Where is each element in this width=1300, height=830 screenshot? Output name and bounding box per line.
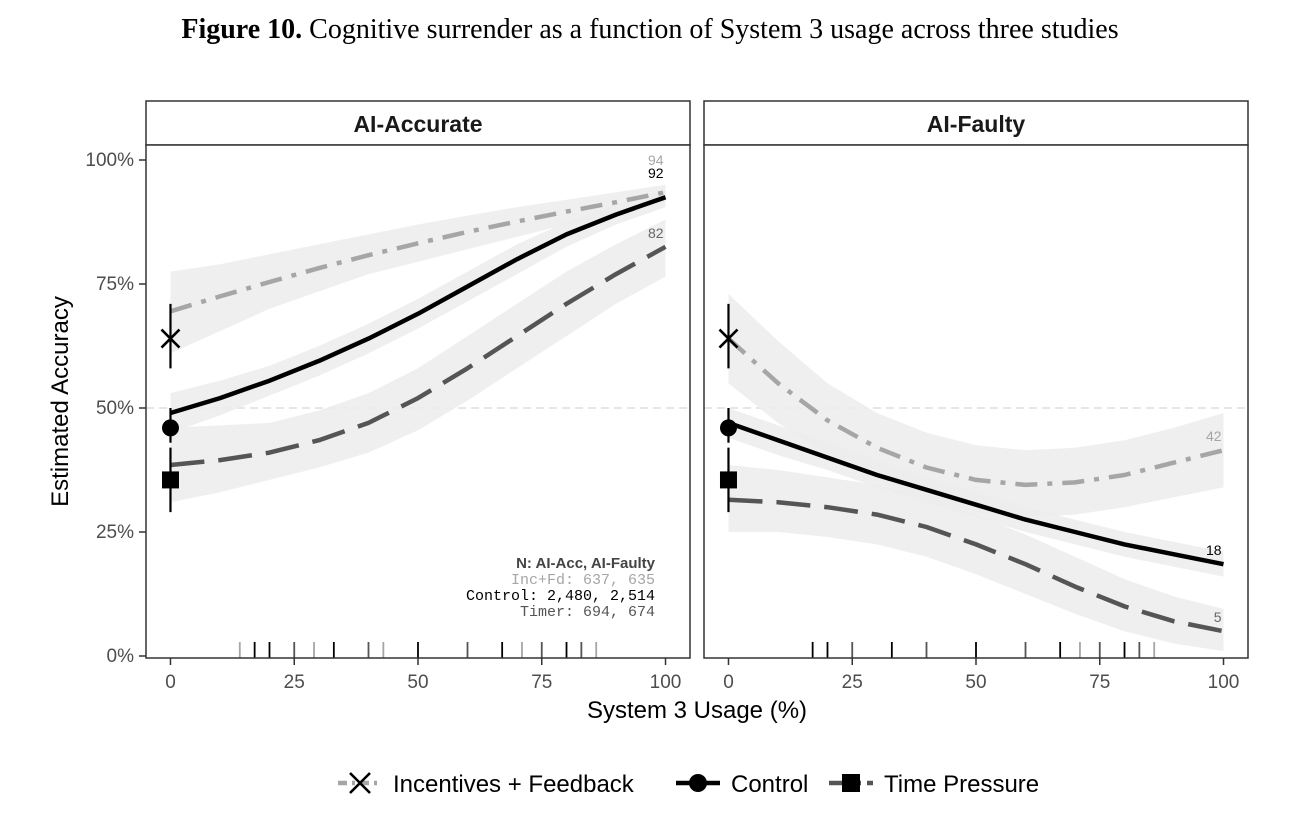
y-tick-label-0: 0%: [107, 646, 135, 667]
n-table-row-timer: Timer: 694, 674: [520, 604, 655, 621]
end-label-accurate-timer: 82: [648, 225, 664, 241]
y-tick-label-3: 75%: [96, 274, 134, 295]
end-label-faulty-timer: 5: [1214, 609, 1222, 625]
legend-marker-timer: [842, 774, 860, 792]
n-table-header: N: AI-Acc, AI-Faulty: [516, 555, 656, 572]
point-faulty-incentives: [718, 328, 739, 349]
x-tick-label-accurate-0: 0: [165, 672, 176, 693]
x-tick-label-accurate-2: 50: [407, 672, 428, 693]
strip-label-accurate: AI-Accurate: [353, 111, 482, 137]
figure-caption: Figure 10. Cognitive surrender as a func…: [0, 14, 1300, 46]
x-axis-title: System 3 Usage (%): [587, 697, 807, 724]
end-label-faulty-incentives: 42: [1206, 428, 1222, 444]
x-tick-label-faulty-1: 25: [842, 672, 863, 693]
ribbon-accurate-timer: [170, 219, 666, 503]
point-faulty-timer: [719, 471, 737, 489]
line-accurate-incentives: [169, 189, 666, 314]
x-tick-label-accurate-3: 75: [531, 672, 552, 693]
line-faulty-incentives: [726, 336, 1225, 488]
x-tick-label-faulty-2: 50: [965, 672, 986, 693]
ribbon-faulty-control: [728, 408, 1224, 577]
point-faulty-control: [719, 419, 737, 437]
legend: Incentives + Feedback Control Time Pressur…: [338, 771, 1039, 798]
point-accurate-control: [161, 419, 179, 437]
figure-label: Figure 10.: [181, 14, 303, 45]
line-faulty-control: [727, 420, 1224, 567]
x-tick-label-accurate-1: 25: [284, 672, 305, 693]
n-table-row-incentives: Inc+Fd: 637, 635: [511, 572, 655, 589]
strip-faulty: [703, 100, 1249, 146]
y-axis-title: Estimated Accuracy: [47, 296, 74, 507]
point-accurate-timer: [161, 471, 179, 489]
legend-label-control: Control: [731, 771, 808, 798]
figure-title: Cognitive surrender as a function of Sys…: [309, 14, 1119, 45]
y-tick-label-4: 100%: [85, 150, 134, 171]
y-tick-label-2: 50%: [96, 398, 134, 419]
line-accurate-control: [169, 195, 667, 416]
strip-label-faulty: AI-Faulty: [927, 111, 1026, 137]
y-tick-label-1: 25%: [96, 522, 134, 543]
legend-label-timer: Time Pressure: [884, 771, 1039, 798]
legend-label-incentives: Incentives + Feedback: [393, 771, 635, 798]
n-table-row-control: Control: 2,480, 2,514: [466, 588, 655, 605]
legend-marker-incentives: [349, 772, 371, 794]
line-faulty-timer: [728, 497, 1224, 634]
end-label-accurate-incentives: 94: [648, 152, 664, 168]
x-tick-label-faulty-4: 100: [1208, 672, 1240, 693]
point-accurate-incentives: [160, 328, 181, 349]
x-tick-label-faulty-3: 75: [1089, 672, 1110, 693]
x-tick-label-faulty-0: 0: [723, 672, 734, 693]
line-accurate-timer: [170, 244, 667, 468]
end-label-accurate-control: 92: [648, 165, 664, 181]
x-tick-label-accurate-4: 100: [650, 672, 682, 693]
ribbon-accurate-incentives: [170, 184, 666, 354]
end-label-faulty-control: 18: [1206, 542, 1222, 558]
legend-marker-control: [689, 774, 707, 792]
